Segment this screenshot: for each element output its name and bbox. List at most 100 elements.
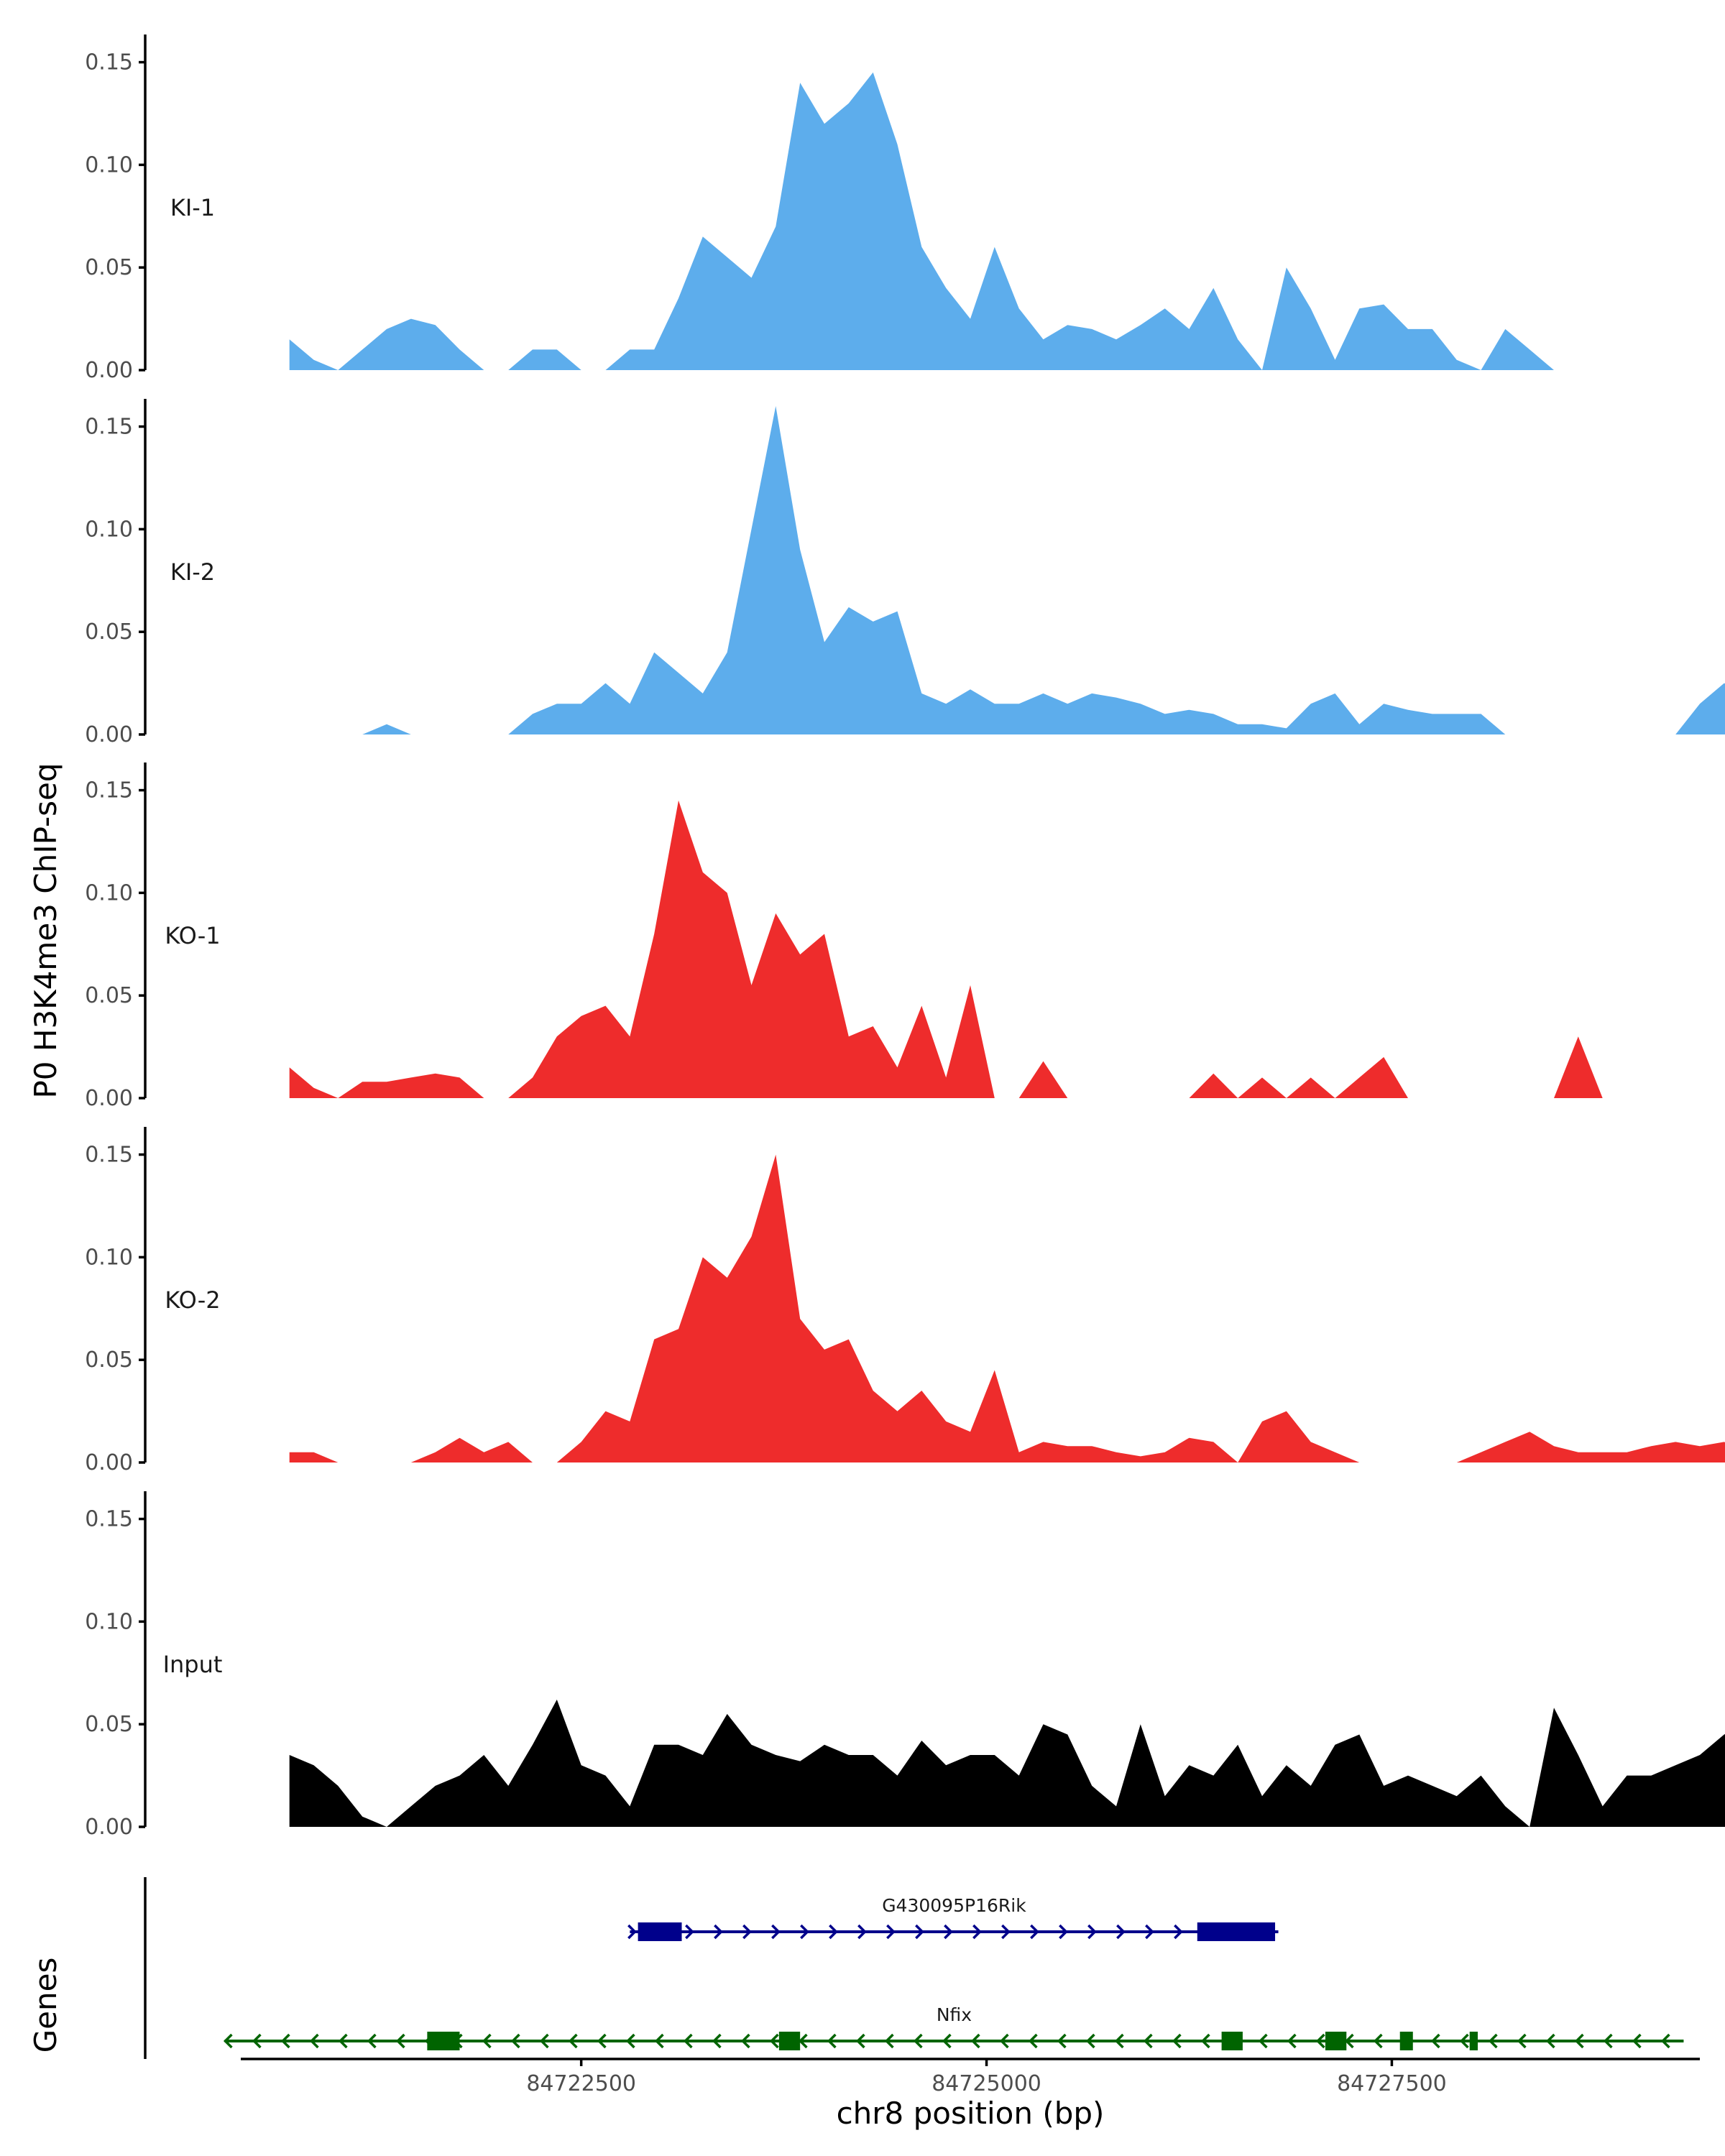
strand-arrow (855, 2033, 865, 2049)
x-axis: 84722500 84725000 84727500 (241, 2058, 1700, 2096)
y-tick-label: 0.05 (85, 1712, 133, 1737)
strand-arrow (1200, 2033, 1210, 2049)
strand-arrow (1030, 1924, 1039, 1940)
strand-arrow (742, 1924, 752, 1940)
strand-arrow (970, 2033, 980, 2049)
y-tick-label: 0.05 (85, 255, 133, 280)
strand-arrow (942, 2033, 952, 2049)
strand-arrow (886, 1924, 896, 1940)
track-panel-ki-2: 0.00 0.05 0.10 0.15 KI-2 (85, 399, 1725, 747)
strand-arrow (280, 2033, 290, 2049)
x-tick-label: 84725000 (932, 2071, 1041, 2096)
y-tick-label: 0.05 (85, 619, 133, 645)
y-tick-label: 0.15 (85, 1507, 133, 1532)
strand-arrow (1174, 1924, 1183, 1940)
strand-arrow (1172, 2033, 1182, 2049)
y-tick-label: 0.15 (85, 778, 133, 803)
strand-arrow (884, 2033, 894, 2049)
y-axis-title: P0 H3K4me3 ChIP-seq (28, 763, 63, 1098)
track-label-ki-2: KI-2 (170, 558, 215, 586)
x-tick-label: 84722500 (526, 2071, 636, 2096)
strand-arrow (510, 2033, 520, 2049)
strand-arrow (1114, 2033, 1124, 2049)
track-label-ko-1: KO-1 (165, 922, 220, 949)
gene-exon (1197, 1922, 1276, 1941)
strand-arrow (683, 2033, 693, 2049)
y-tick-label: 0.00 (85, 1450, 133, 1475)
track-label-input: Input (163, 1651, 223, 1678)
y-tick-label: 0.00 (85, 722, 133, 747)
gene-exon (778, 2032, 801, 2050)
strand-arrow (1430, 2033, 1440, 2049)
gene-nfix: Nfix (223, 2004, 1684, 2050)
strand-arrow (568, 2033, 578, 2049)
track-label-ko-2: KO-2 (165, 1286, 220, 1314)
strand-arrow (1258, 2033, 1268, 2049)
signal-area-ko-1 (289, 800, 1725, 1098)
y-tick-label: 0.10 (85, 880, 133, 906)
strand-arrow (1143, 2033, 1153, 2049)
strand-arrow (913, 2033, 923, 2049)
strand-arrow (1459, 2033, 1469, 2049)
track-panel-ko-1: 0.00 0.05 0.10 0.15 KO-1 (85, 763, 1725, 1111)
strand-arrow (740, 2033, 750, 2049)
gene-annotation-panel: G430095P16Rik Nfix (144, 1877, 1684, 2059)
strand-arrow (1116, 1924, 1126, 1940)
y-tick-label: 0.10 (85, 1609, 133, 1634)
gene-exon (1325, 2032, 1347, 2050)
strand-arrow (857, 1924, 867, 1940)
strand-arrow (1545, 2033, 1555, 2049)
gene-name-label: G430095P16Rik (882, 1895, 1026, 1916)
y-tick-label: 0.00 (85, 1086, 133, 1111)
strand-arrow (1632, 2033, 1642, 2049)
signal-area-input (289, 1699, 1725, 1827)
strand-arrow (999, 2033, 1009, 2049)
genes-axis-title: Genes (28, 1958, 63, 2053)
y-tick-label: 0.10 (85, 152, 133, 178)
strand-arrow (1287, 2033, 1297, 2049)
strand-arrow (1059, 1924, 1068, 1940)
strand-arrow (1001, 1924, 1011, 1940)
strand-arrow (309, 2033, 319, 2049)
y-tick-label: 0.15 (85, 415, 133, 440)
y-tick-label: 0.10 (85, 1245, 133, 1270)
strand-arrow (769, 2033, 779, 2049)
y-tick-label: 0.15 (85, 50, 133, 75)
y-tick-label: 0.15 (85, 1143, 133, 1168)
track-panels: 0.00 0.05 0.10 0.15 KI-1 0.00 0.05 0.10 0.15 KI-2… (85, 34, 1725, 1840)
gene-exon (1469, 2032, 1478, 2050)
strand-arrow (625, 2033, 635, 2049)
gene-exon (1221, 2032, 1243, 2050)
strand-arrow (829, 1924, 838, 1940)
strand-arrow (1488, 2033, 1498, 2049)
gene-exon (1399, 2032, 1413, 2050)
strand-arrow (597, 2033, 607, 2049)
strand-arrow (338, 2033, 348, 2049)
gene-name-label: Nfix (937, 2004, 972, 2025)
x-axis-title: chr8 position (bp) (837, 2096, 1105, 2131)
gene-exon (638, 1922, 682, 1941)
strand-arrow (1315, 2033, 1325, 2049)
strand-arrow (223, 2033, 233, 2049)
track-panel-ko-2: 0.00 0.05 0.10 0.15 KO-2 (85, 1127, 1725, 1475)
strand-arrow (712, 2033, 722, 2049)
strand-arrow (798, 2033, 808, 2049)
strand-arrow (252, 2033, 262, 2049)
strand-arrow (771, 1924, 781, 1940)
y-tick-label: 0.00 (85, 358, 133, 383)
signal-area-ko-2 (289, 1154, 1725, 1462)
strand-arrow (1373, 2033, 1383, 2049)
y-tick-label: 0.10 (85, 517, 133, 542)
track-panel-input: 0.00 0.05 0.10 0.15 Input (85, 1491, 1725, 1840)
strand-arrow (685, 1924, 694, 1940)
signal-area-ki-1 (289, 72, 1725, 370)
strand-arrow (800, 1924, 809, 1940)
strand-arrow (972, 1924, 982, 1940)
strand-arrow (1087, 1924, 1097, 1940)
y-tick-label: 0.05 (85, 983, 133, 1008)
strand-arrow (915, 1924, 924, 1940)
strand-arrow (1057, 2033, 1067, 2049)
strand-arrow (944, 1924, 953, 1940)
strand-arrow (1028, 2033, 1038, 2049)
